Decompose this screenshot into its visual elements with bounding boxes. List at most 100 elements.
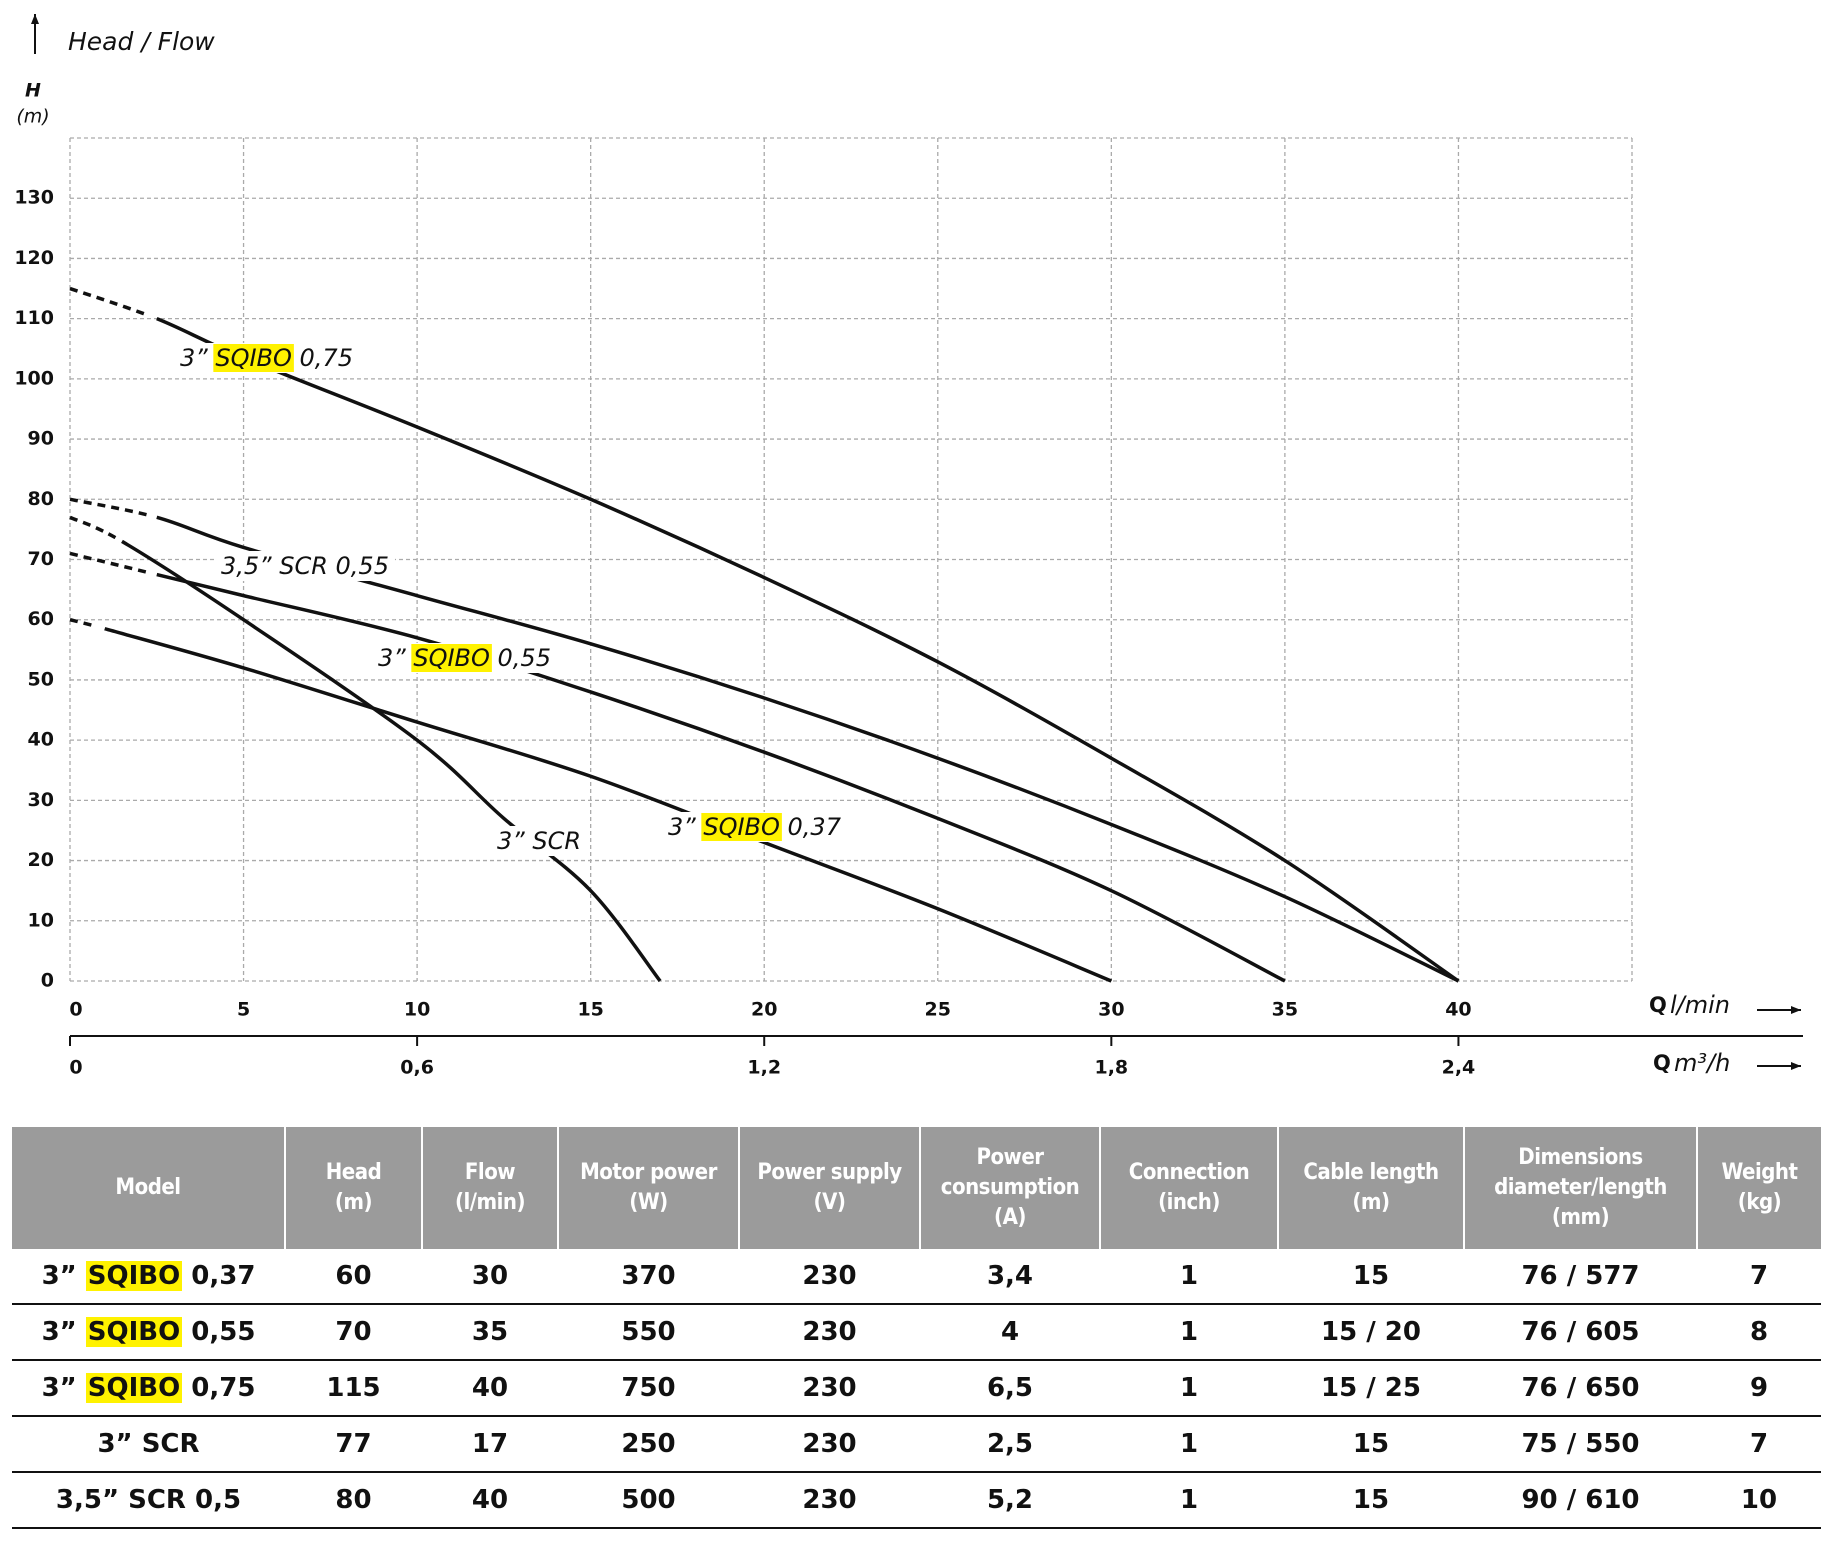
highlight: SQIBO [85,1261,183,1291]
series-label-group: 3” SCR [491,826,587,856]
value-cell: 230 [739,1416,920,1473]
header-cell: Connection (inch) [1099,1127,1278,1249]
value-cell: 5,2 [920,1472,1100,1529]
series-line [69,497,1460,983]
series-label-group: 3” SQIBO 0,75 [174,343,359,373]
header-cell: Weight (kg) [1696,1127,1821,1249]
value-cell: 77 [285,1416,422,1473]
model-cell: 3” SQIBO 0,37 [12,1249,285,1305]
series-label-bg [215,551,395,581]
value-cell: 70 [285,1304,422,1361]
y-tick-label: 0 [41,970,54,992]
value-cell: 76 / 577 [1464,1249,1697,1305]
value-cell: 6,5 [920,1360,1100,1417]
value-cell: 76 / 650 [1464,1360,1697,1417]
value-cell: 1 [1100,1249,1278,1305]
highlight: SQIBO [85,1373,183,1403]
value-cell: 1 [1100,1472,1278,1529]
value-cell: 230 [739,1360,920,1417]
y-tick-label: 70 [28,548,54,570]
series-label-group: 3” SQIBO 0,55 [372,643,557,673]
value-cell: 550 [558,1304,739,1361]
x-tick-label: 0 [69,999,82,1021]
highlight: SQIBO [85,1317,183,1347]
series-line [69,515,662,983]
value-cell: 500 [558,1472,739,1529]
x-label-unit: l/min [1670,991,1730,1019]
y-tick-label: 120 [14,247,54,269]
label-highlight [701,813,782,841]
value-cell: 75 / 550 [1464,1416,1697,1473]
table-row: 3,5” SCR 0,5 80 40 500 230 5,2 1 15 90 / 610 10 [12,1472,1821,1529]
series-label-group: 3,5” SCR 0,55 [215,551,395,581]
value-cell: 40 [422,1472,558,1529]
x-tick-label: 35 [1272,999,1298,1021]
value-cell: 76 / 605 [1464,1304,1697,1361]
value-cell: 15 [1278,1472,1464,1529]
x2-label-symbol: Q [1653,1051,1671,1075]
model-cell: 3,5” SCR 0,5 [12,1472,285,1529]
label-highlight [213,344,294,372]
value-cell: 1 [1100,1416,1278,1473]
value-cell: 15 / 20 [1278,1304,1464,1361]
header-cell: Motor power (W) [557,1127,739,1249]
value-cell: 15 [1278,1249,1464,1305]
value-cell: 115 [285,1360,422,1417]
value-cell: 17 [422,1416,558,1473]
table-row: 3” SQIBO 0,55 70 35 550 230 4 1 15 / 20 76 / 605… [12,1304,1821,1361]
y-tick-label: 90 [28,428,54,450]
x2-tick-label: 1,8 [1094,1057,1128,1079]
value-cell: 15 / 25 [1278,1360,1464,1417]
y-tick-label: 50 [28,668,54,690]
value-cell: 2,5 [920,1416,1100,1473]
y-tick-label: 80 [28,488,54,510]
value-cell: 1 [1100,1304,1278,1361]
x2-tick-label: 1,2 [747,1057,781,1079]
y-label-symbol: H [25,80,41,102]
value-cell: 750 [558,1360,739,1417]
x-tick-label: 5 [237,999,250,1021]
series-line [69,551,1286,983]
y-tick-label: 60 [28,608,54,630]
y-tick-label: 110 [14,307,54,329]
value-cell: 1 [1100,1360,1278,1417]
x-tick-label: 15 [577,999,603,1021]
value-cell: 35 [422,1304,558,1361]
value-cell: 80 [285,1472,422,1529]
y-label-unit: (m) [16,106,49,128]
y-tick-label: 30 [28,789,54,811]
x-tick-label: 30 [1098,999,1124,1021]
value-cell: 3,4 [920,1249,1100,1305]
header-cell: Power supply (V) [738,1127,920,1249]
header-cell: Head (m) [284,1127,422,1249]
value-cell: 90 / 610 [1464,1472,1697,1529]
y-tick-label: 130 [14,187,54,209]
y-tick-label: 20 [28,849,54,871]
header-cell: Model [12,1127,285,1249]
value-cell: 40 [422,1360,558,1417]
x-tick-label: 40 [1445,999,1471,1021]
value-cell: 250 [558,1416,739,1473]
header-cell: Dimensions diameter/length (mm) [1463,1127,1697,1249]
x2-tick-label: 0 [69,1057,82,1079]
table-row: 3” SQIBO 0,37 60 30 370 230 3,4 1 15 76 / 577 7 [12,1249,1821,1305]
value-cell: 230 [739,1249,920,1305]
series-label: 3,5” SCR 0,55 [221,552,389,580]
value-cell: 230 [739,1472,920,1529]
value-cell: 7 [1697,1249,1821,1305]
model-cell: 3” SQIBO 0,75 [12,1360,285,1417]
x2-tick-label: 2,4 [1442,1057,1476,1079]
model-cell: 3” SQIBO 0,55 [12,1304,285,1361]
table-row: 3” SQIBO 0,75 115 40 750 230 6,5 1 15 / 25 76 / … [12,1360,1821,1417]
value-cell: 8 [1697,1304,1821,1361]
x-tick-label: 25 [925,999,951,1021]
value-cell: 60 [285,1249,422,1305]
label-highlight [411,644,492,672]
value-cell: 4 [920,1304,1100,1361]
spec-table: Model Head (m) Flow (l/min) Motor power (W)… [12,1127,1821,1529]
series-label: 3” SCR [497,827,581,855]
series-label: 3” SQIBO 0,37 [668,813,842,841]
x2-label-unit: m³/h [1674,1049,1730,1077]
table-row: 3” SCR 77 17 250 230 2,5 1 15 75 / 550 7 [12,1416,1821,1473]
value-cell: 7 [1697,1416,1821,1473]
